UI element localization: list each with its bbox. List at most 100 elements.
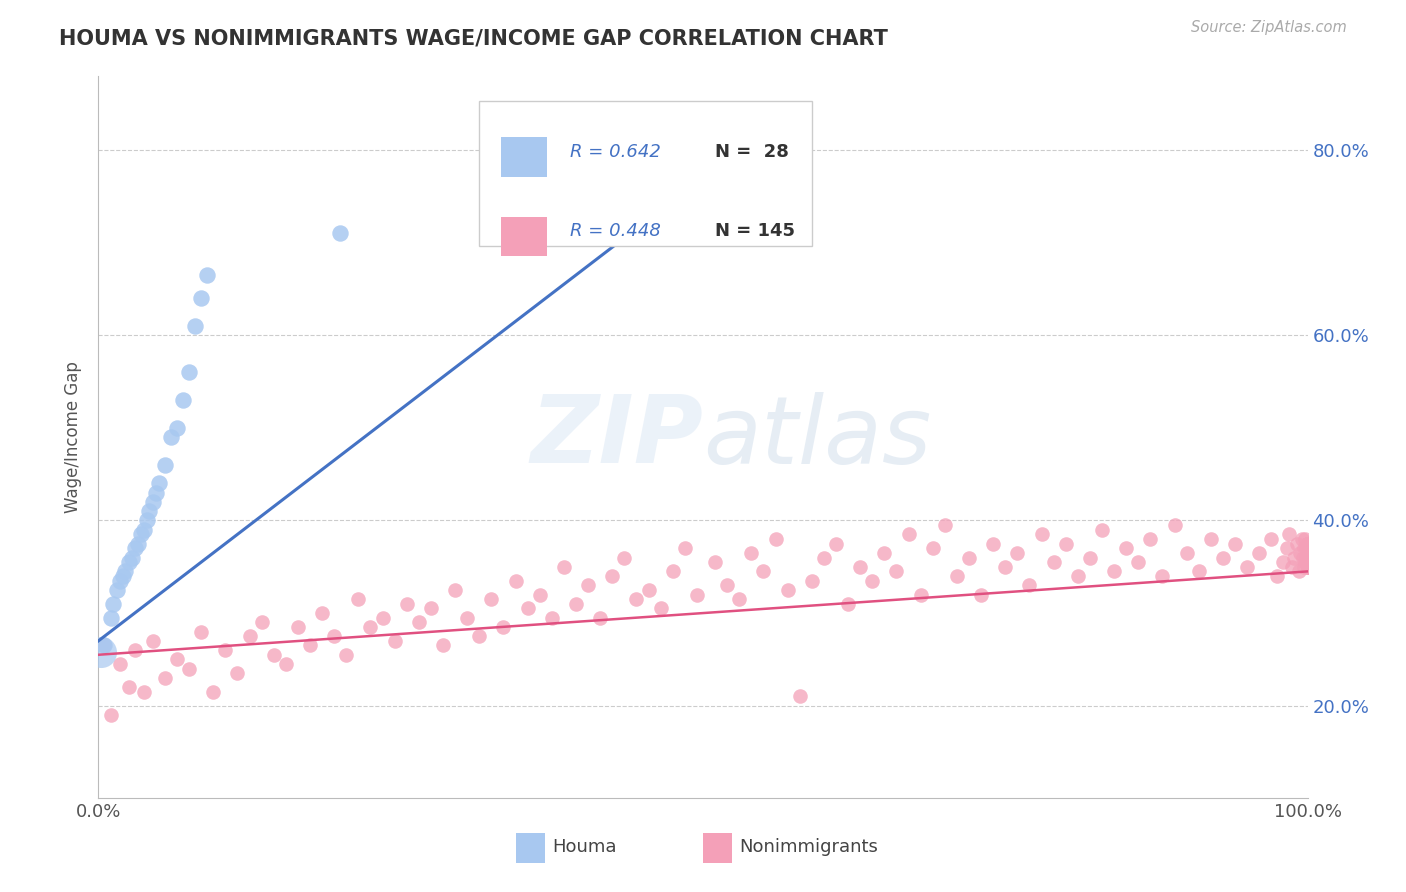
Point <box>1296 536 1319 550</box>
Point <box>202 685 225 699</box>
Text: atlas: atlas <box>703 392 931 483</box>
Point <box>849 559 872 574</box>
Point <box>481 592 503 607</box>
FancyBboxPatch shape <box>703 833 733 863</box>
Point <box>1296 541 1319 556</box>
Point <box>1296 550 1319 565</box>
Point <box>1285 536 1308 550</box>
Point <box>93 639 115 653</box>
Point <box>595 198 617 212</box>
Point <box>921 541 943 556</box>
Point <box>661 565 683 579</box>
Point <box>395 597 418 611</box>
Point <box>946 569 969 583</box>
Point <box>93 639 115 653</box>
Point <box>1296 555 1319 569</box>
Point <box>1296 546 1319 560</box>
Point <box>1042 555 1064 569</box>
Point <box>1296 541 1319 556</box>
Point <box>118 555 141 569</box>
Point <box>637 582 659 597</box>
Text: ZIP: ZIP <box>530 391 703 483</box>
Point <box>1296 559 1319 574</box>
Point <box>1296 550 1319 565</box>
Point <box>957 550 980 565</box>
Y-axis label: Wage/Income Gap: Wage/Income Gap <box>65 361 83 513</box>
Point <box>184 318 207 333</box>
Point <box>456 610 478 624</box>
Point <box>108 657 131 671</box>
Point <box>1296 546 1319 560</box>
Point <box>432 639 454 653</box>
Point <box>970 588 993 602</box>
Point <box>105 582 128 597</box>
Point <box>1296 536 1319 550</box>
Point <box>1163 518 1185 533</box>
Point <box>873 546 896 560</box>
Point <box>127 536 149 550</box>
Point <box>1296 559 1319 574</box>
Point <box>121 550 143 565</box>
Point <box>1249 546 1271 560</box>
Point <box>114 565 136 579</box>
Point <box>323 629 346 643</box>
Point <box>160 430 183 444</box>
Point <box>1284 550 1306 565</box>
Point <box>100 610 122 624</box>
Point <box>1281 559 1303 574</box>
Point <box>166 421 188 435</box>
Point <box>576 578 599 592</box>
Point <box>190 291 212 305</box>
Point <box>1223 536 1246 550</box>
Point <box>371 610 394 624</box>
Point <box>1267 569 1289 583</box>
Point <box>1296 546 1319 560</box>
Point <box>468 629 491 643</box>
Point <box>1236 559 1258 574</box>
Point <box>1295 541 1317 556</box>
Point <box>529 588 551 602</box>
Point <box>704 555 727 569</box>
Point <box>1296 550 1319 565</box>
Point <box>981 536 1004 550</box>
Point <box>1294 555 1316 569</box>
Point <box>1288 565 1310 579</box>
Point <box>239 629 262 643</box>
Point <box>1296 536 1319 550</box>
Point <box>1296 550 1319 565</box>
Point <box>686 588 709 602</box>
Point <box>1102 565 1125 579</box>
Point <box>813 550 835 565</box>
Point <box>287 620 309 634</box>
Point <box>1260 532 1282 546</box>
Point <box>1031 527 1053 541</box>
Point <box>124 541 146 556</box>
FancyBboxPatch shape <box>516 833 544 863</box>
Point <box>1296 536 1319 550</box>
Point <box>1296 550 1319 565</box>
Point <box>1278 527 1301 541</box>
Point <box>1292 559 1315 574</box>
Point <box>650 601 672 615</box>
Point <box>1054 536 1077 550</box>
Point <box>1292 550 1315 565</box>
Point <box>145 485 167 500</box>
Point <box>274 657 297 671</box>
Point <box>613 550 636 565</box>
Point <box>1275 541 1298 556</box>
Point <box>837 597 859 611</box>
Text: Source: ZipAtlas.com: Source: ZipAtlas.com <box>1191 20 1347 35</box>
Point <box>153 458 176 472</box>
Point <box>1296 555 1319 569</box>
Point <box>492 620 515 634</box>
Point <box>1296 555 1319 569</box>
Point <box>420 601 443 615</box>
Text: Nonimmigrants: Nonimmigrants <box>740 838 879 856</box>
Point <box>444 582 467 597</box>
Point <box>311 606 333 620</box>
Point <box>226 666 249 681</box>
Point <box>329 227 352 241</box>
Point <box>1199 532 1222 546</box>
Point <box>250 615 273 630</box>
Text: N =  28: N = 28 <box>716 143 789 161</box>
